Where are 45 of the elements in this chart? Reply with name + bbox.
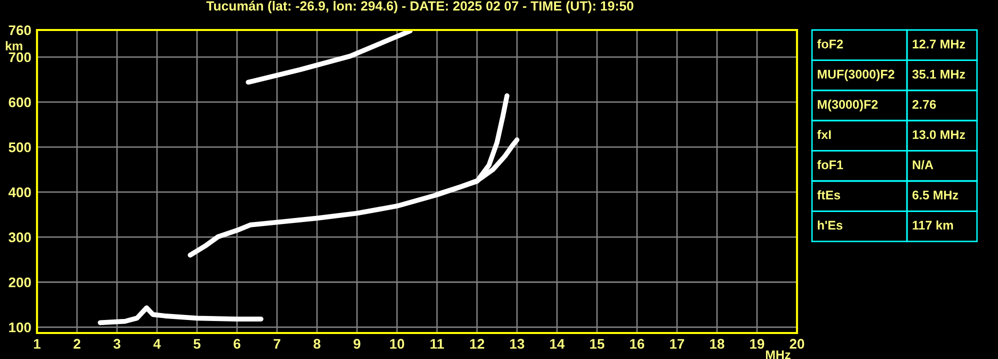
y-tick-label: 200: [8, 277, 31, 288]
text: 117 km: [912, 220, 953, 230]
x-tick-label: 19: [750, 338, 764, 349]
x-tick-label: 2: [74, 338, 80, 349]
y-tick-label: 500: [8, 142, 31, 152]
text: 2.76: [912, 100, 936, 109]
x-tick-label: 18: [710, 338, 724, 349]
category-label: ftEs: [817, 190, 840, 200]
category-label: M(3000)F2: [818, 100, 878, 112]
x-tick-label: 15: [590, 339, 604, 349]
x-axis-title: MHz: [766, 350, 790, 359]
x-tick-label: 7: [274, 339, 280, 349]
x-tick-label: 17: [670, 339, 684, 349]
x-tick-label: 10: [390, 338, 404, 349]
text: 6.5 MHz: [912, 190, 958, 200]
y-tick-label: 760: [8, 25, 31, 36]
y-axis-title: km: [6, 41, 22, 50]
category-label: foF2: [817, 39, 843, 48]
x-tick-label: 6: [234, 338, 240, 349]
x-tick-label: 16: [630, 338, 644, 349]
y-tick-label: 600: [8, 97, 31, 108]
text: 35.1 MHz: [912, 70, 966, 79]
category-label: foF1: [817, 160, 844, 170]
text: 13.0 MHz: [912, 130, 966, 140]
x-tick-label: 14: [550, 339, 565, 349]
y-tick-label: 700: [8, 52, 31, 62]
y-tick-label: 100: [9, 322, 31, 332]
x-tick-label: 13: [510, 338, 524, 349]
x-tick-label: 9: [354, 338, 360, 349]
x-tick-label: 5: [194, 339, 200, 349]
x-tick-label: 4: [153, 339, 161, 349]
x-tick-label: 8: [314, 338, 320, 349]
chart-title: Tucumán (lat: -26.9, lon: 294.6) - DATE: 2025 02 07 - TIME (UT): 19:50: [206, 0, 634, 14]
y-tick-label: 400: [8, 187, 31, 198]
x-tick-label: 20: [790, 338, 804, 349]
x-tick-label: 1: [34, 339, 40, 349]
category-label: h'Es: [818, 220, 842, 230]
category-label: MUF(3000)F2: [818, 69, 894, 82]
category-label: fxI: [817, 130, 831, 139]
text: N/A: [912, 160, 934, 170]
x-tick-label: 3: [113, 338, 120, 349]
x-tick-label: 11: [430, 339, 444, 349]
text: 12.7 MHz: [912, 40, 966, 48]
y-tick-label: 300: [8, 232, 31, 242]
x-tick-label: 12: [470, 338, 484, 349]
